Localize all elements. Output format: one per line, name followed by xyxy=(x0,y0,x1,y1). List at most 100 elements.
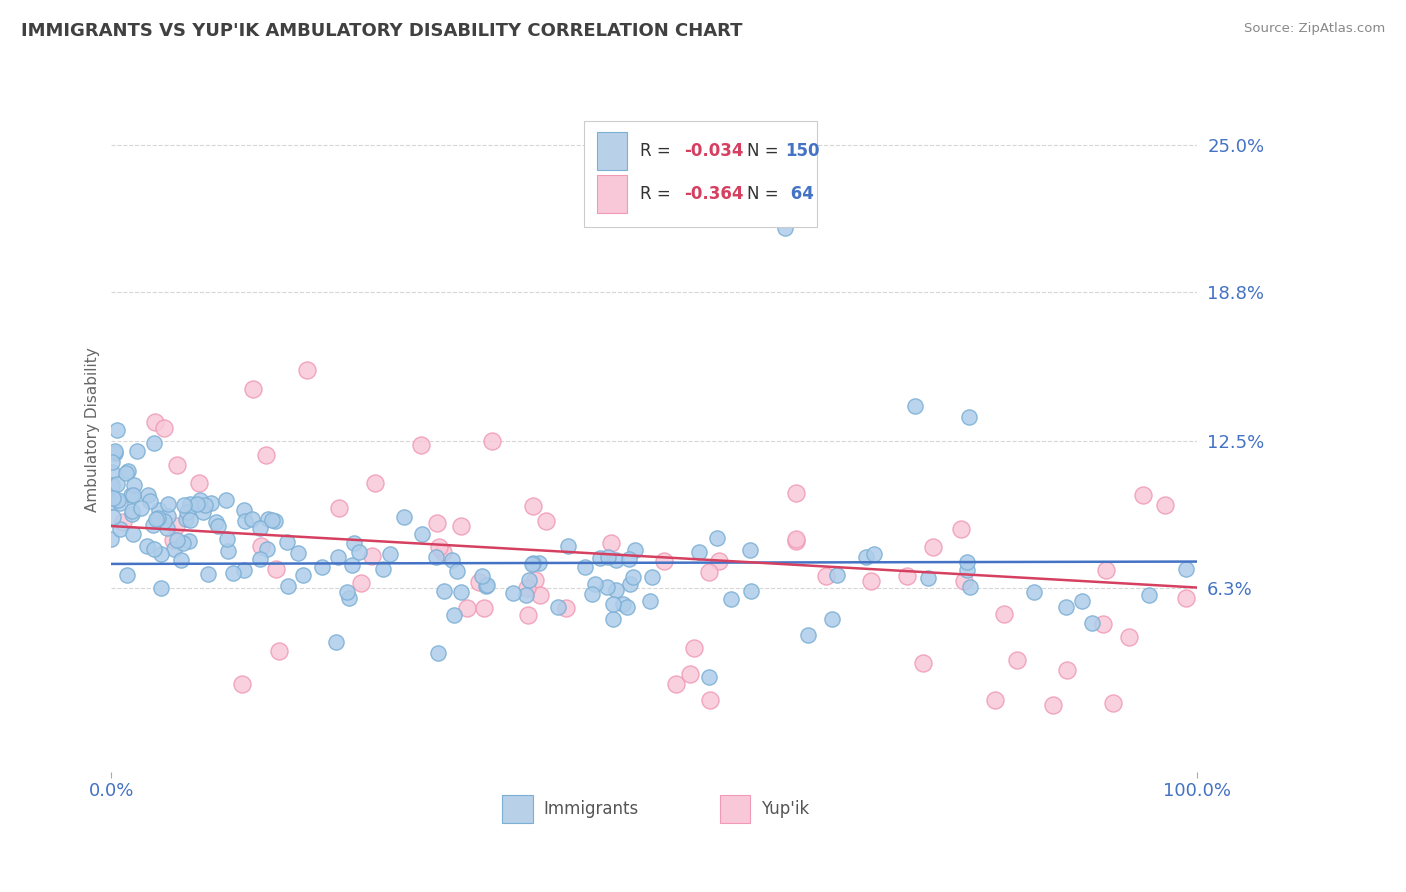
Point xyxy=(392,509,415,524)
Point xyxy=(145,511,167,525)
Point xyxy=(267,643,290,657)
Point xyxy=(156,497,179,511)
Point xyxy=(231,677,253,691)
Point xyxy=(1005,653,1028,667)
Point xyxy=(557,539,579,553)
Point xyxy=(104,446,127,460)
Point xyxy=(1056,600,1078,615)
Point xyxy=(524,573,547,587)
Point xyxy=(174,512,197,526)
Point xyxy=(738,542,761,557)
Point xyxy=(785,534,807,549)
Text: Immigrants: Immigrants xyxy=(544,800,638,818)
Point xyxy=(697,670,720,684)
Point xyxy=(222,566,245,580)
Point xyxy=(956,555,979,569)
Point xyxy=(443,607,465,622)
FancyBboxPatch shape xyxy=(598,132,627,170)
Point xyxy=(105,477,128,491)
Point xyxy=(959,580,981,594)
Point xyxy=(232,563,254,577)
Point xyxy=(957,410,980,425)
Point xyxy=(200,496,222,510)
Point xyxy=(1091,617,1114,632)
Point xyxy=(547,599,569,614)
Point xyxy=(1154,498,1177,512)
Point xyxy=(165,518,187,533)
Point xyxy=(264,514,287,528)
Point xyxy=(249,551,271,566)
Point xyxy=(125,443,148,458)
Point xyxy=(863,547,886,561)
Point xyxy=(617,551,640,566)
Point xyxy=(616,600,638,615)
Point xyxy=(176,505,198,519)
Point xyxy=(170,553,193,567)
Point xyxy=(475,578,498,592)
Point xyxy=(232,502,254,516)
Point xyxy=(624,543,647,558)
Point xyxy=(363,475,385,490)
Point xyxy=(911,657,934,671)
Point xyxy=(101,478,124,492)
Text: 150: 150 xyxy=(785,142,820,161)
Point xyxy=(148,503,170,517)
Point xyxy=(446,564,468,578)
Point xyxy=(105,423,128,437)
Point xyxy=(264,562,287,576)
Point xyxy=(124,477,146,491)
Point xyxy=(520,557,543,571)
Point xyxy=(153,514,176,528)
Point xyxy=(641,570,664,584)
Point xyxy=(361,549,384,564)
Point xyxy=(605,552,627,566)
Point xyxy=(162,533,184,548)
Point xyxy=(150,581,173,595)
Point xyxy=(409,438,432,452)
Point xyxy=(1081,616,1104,631)
Text: Yup'ik: Yup'ik xyxy=(761,800,808,818)
Point xyxy=(188,475,211,490)
Point xyxy=(665,677,688,691)
Point xyxy=(709,554,731,568)
Point xyxy=(207,518,229,533)
Text: N =: N = xyxy=(747,186,783,203)
Point xyxy=(152,420,174,434)
Point xyxy=(720,592,742,607)
Point xyxy=(149,548,172,562)
Point xyxy=(612,597,634,611)
Text: 64: 64 xyxy=(785,186,814,203)
Point xyxy=(589,550,612,565)
Point xyxy=(574,560,596,574)
Point xyxy=(235,514,257,528)
Point xyxy=(108,496,131,510)
Point xyxy=(827,567,849,582)
Text: -0.364: -0.364 xyxy=(683,186,744,203)
Point xyxy=(336,585,359,599)
Point xyxy=(138,494,160,508)
Point xyxy=(120,488,142,502)
Point xyxy=(121,504,143,518)
Point xyxy=(427,540,450,554)
Point xyxy=(953,574,976,589)
Point xyxy=(217,544,239,558)
Point xyxy=(100,478,122,492)
Point xyxy=(425,549,447,564)
Point xyxy=(785,486,807,500)
Text: N =: N = xyxy=(747,142,783,161)
Point xyxy=(426,516,449,531)
Point xyxy=(529,557,551,571)
Point xyxy=(474,601,496,615)
Y-axis label: Ambulatory Disability: Ambulatory Disability xyxy=(86,347,100,511)
Point xyxy=(600,536,623,550)
Point xyxy=(340,558,363,573)
Point xyxy=(1095,563,1118,577)
Point xyxy=(256,542,278,557)
Point xyxy=(163,542,186,557)
Point xyxy=(173,499,195,513)
Point xyxy=(371,562,394,576)
Point xyxy=(328,501,350,516)
Point xyxy=(215,532,238,546)
FancyBboxPatch shape xyxy=(598,176,627,213)
Point xyxy=(114,467,136,481)
